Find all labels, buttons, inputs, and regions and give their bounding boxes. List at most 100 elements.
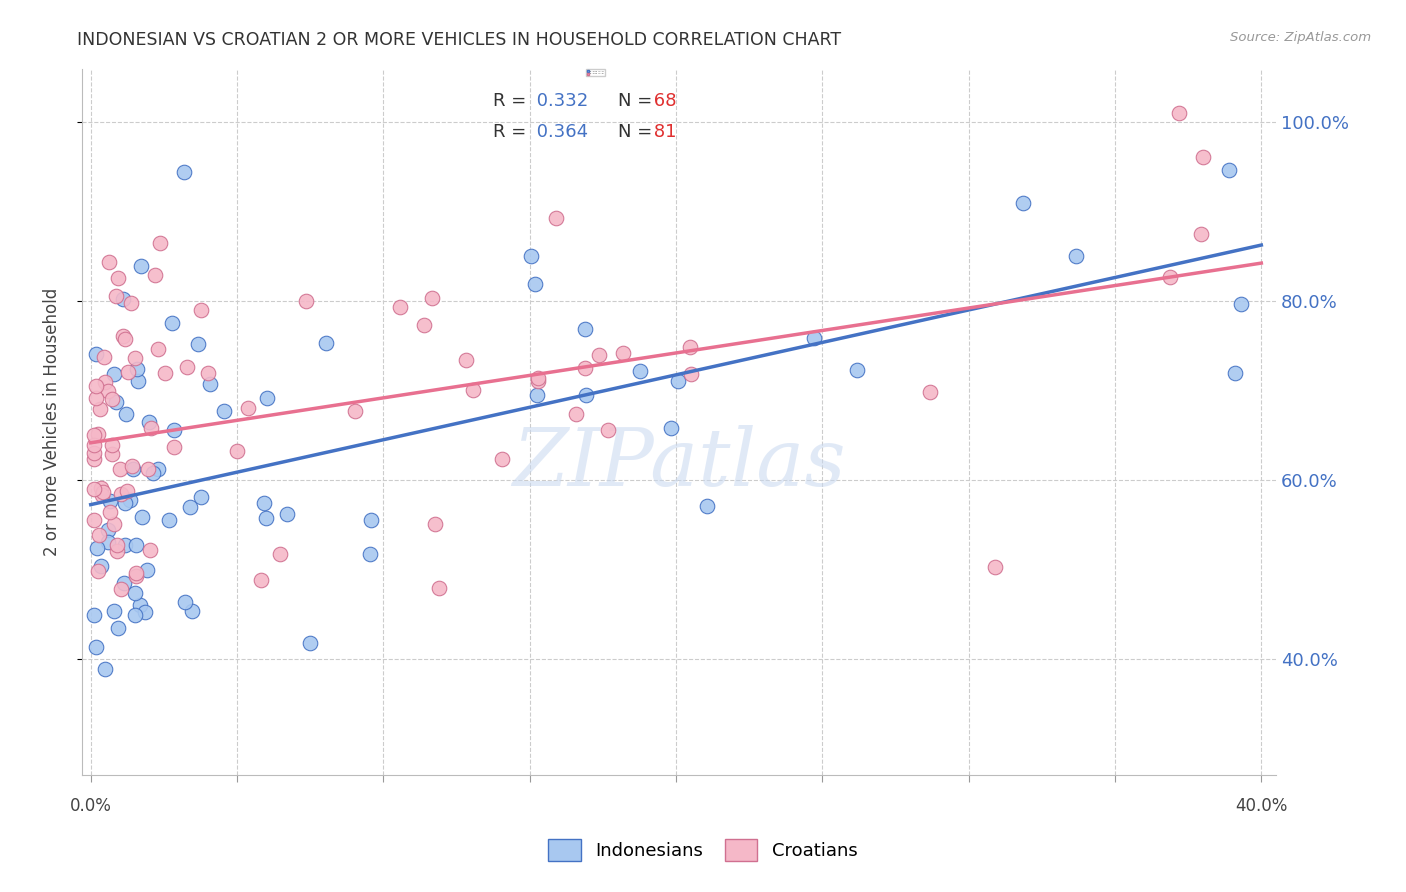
Point [91, 487, 114, 501]
Point [83, 438, 105, 452]
Point [1012, 195, 1035, 210]
Point [612, 346, 634, 360]
Point [173, 165, 195, 179]
Point [359, 547, 381, 561]
Point [163, 440, 186, 454]
Point [93, 485, 115, 500]
Point [125, 569, 148, 583]
Text: N =: N = [619, 123, 652, 141]
Point [596, 423, 619, 437]
Point [114, 538, 136, 552]
Point [360, 513, 382, 527]
Point [89, 402, 111, 417]
Point [93, 351, 115, 365]
Point [294, 293, 316, 308]
Point [136, 462, 159, 476]
Point [129, 598, 152, 612]
Point [94, 662, 117, 676]
Point [163, 423, 186, 437]
Point [420, 291, 443, 305]
Point [427, 581, 450, 595]
Point [225, 443, 247, 458]
Point [98, 494, 121, 508]
Point [105, 544, 128, 558]
Point [104, 395, 127, 409]
Point [84, 347, 107, 361]
Point [122, 462, 145, 476]
Point [103, 516, 125, 531]
Text: 0.332: 0.332 [531, 92, 588, 110]
Point [90, 481, 112, 495]
Point [389, 300, 412, 314]
Point [146, 462, 169, 476]
Point [157, 513, 180, 527]
Point [114, 496, 136, 510]
Point [588, 348, 610, 362]
Point [659, 421, 682, 435]
Point [190, 490, 212, 504]
Point [84, 640, 107, 654]
Point [527, 371, 550, 385]
Point [575, 388, 598, 402]
Point [920, 384, 942, 399]
Point [90, 558, 112, 573]
Point [153, 366, 176, 380]
Point [100, 447, 122, 461]
Text: 0.0%: 0.0% [70, 797, 111, 815]
Point [679, 340, 702, 354]
Point [1218, 163, 1240, 178]
Point [425, 517, 447, 532]
Point [160, 316, 183, 330]
Point [107, 621, 129, 635]
Point [546, 211, 568, 225]
Point [124, 351, 146, 365]
Point [630, 363, 652, 377]
Point [84, 379, 107, 393]
Point [127, 374, 149, 388]
Point [111, 292, 134, 306]
Point [110, 582, 132, 596]
Point [83, 513, 105, 527]
Point [254, 510, 277, 524]
Point [83, 451, 105, 466]
Point [96, 534, 118, 549]
Point [114, 332, 136, 346]
Point [803, 331, 825, 345]
Point [112, 575, 135, 590]
Point [253, 496, 276, 510]
Point [344, 404, 367, 418]
Point [256, 391, 278, 405]
Point [276, 507, 298, 521]
Point [173, 595, 195, 609]
Point [212, 404, 235, 418]
Point [1189, 227, 1212, 241]
Point [187, 336, 209, 351]
Point [984, 559, 1007, 574]
Point [83, 607, 105, 622]
Point [524, 277, 547, 292]
Point [1168, 106, 1191, 120]
Point [181, 604, 204, 618]
Point [101, 437, 124, 451]
Point [696, 500, 718, 514]
Point [86, 541, 108, 555]
Text: INDONESIAN VS CROATIAN 2 OR MORE VEHICLES IN HOUSEHOLD CORRELATION CHART: INDONESIAN VS CROATIAN 2 OR MORE VEHICLE… [77, 31, 841, 49]
Point [520, 250, 543, 264]
Text: 40.0%: 40.0% [1234, 797, 1288, 815]
Point [117, 484, 139, 499]
Point [108, 462, 131, 476]
Point [105, 538, 128, 552]
Point [526, 374, 548, 388]
Y-axis label: 2 or more Vehicles in Household: 2 or more Vehicles in Household [44, 287, 60, 556]
Point [103, 368, 125, 382]
Text: ZIPatlas: ZIPatlas [512, 425, 845, 503]
Point [197, 366, 219, 380]
Point [117, 365, 139, 379]
Point [454, 353, 477, 368]
Point [124, 607, 146, 622]
Text: 0.364: 0.364 [531, 123, 588, 141]
Point [83, 446, 105, 460]
Legend: R = 0.332   N = 68, R = 0.364   N = 81: R = 0.332 N = 68, R = 0.364 N = 81 [586, 70, 605, 76]
Point [269, 547, 291, 561]
Point [111, 329, 134, 343]
